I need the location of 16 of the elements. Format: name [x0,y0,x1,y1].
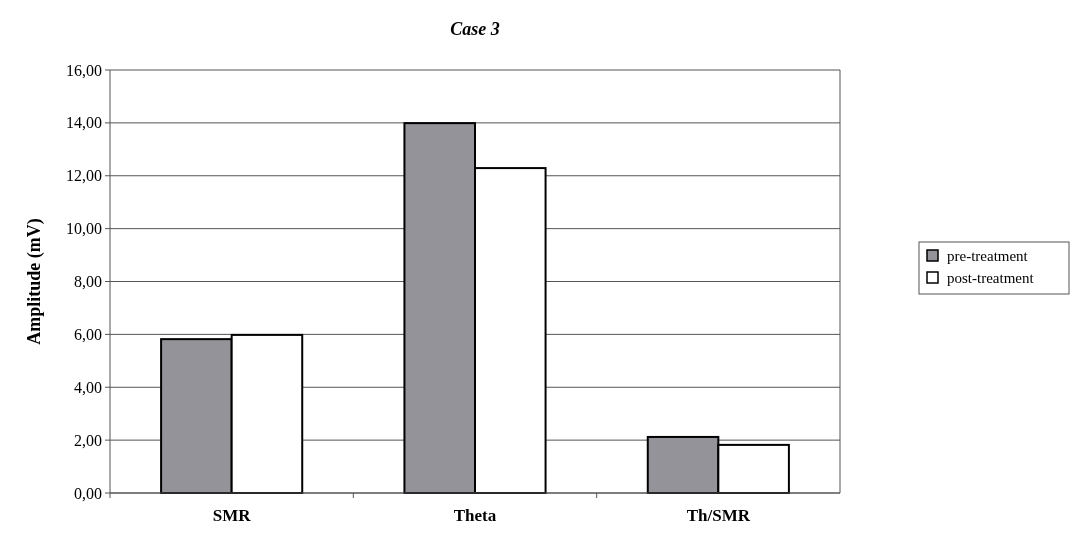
chart-title: Case 3 [450,19,500,39]
y-tick-label: 6,00 [74,325,102,343]
x-tick-label: Th/SMR [686,506,751,525]
y-tick-label: 4,00 [74,378,102,396]
x-tick-label: Theta [453,506,497,525]
y-tick-label: 14,00 [66,114,102,132]
legend-label: post-treatment [947,270,1035,287]
y-tick-label: 16,00 [66,61,102,79]
y-tick-label: 0,00 [74,484,102,502]
y-tick-label: 12,00 [66,167,102,185]
x-tick-label: SMR [212,506,252,525]
legend-label: pre-treatment [947,248,1029,265]
y-tick-label: 8,00 [74,273,102,291]
y-tick-label: 2,00 [74,431,102,449]
y-axis-title: Amplitude (mV) [24,218,45,345]
y-tick-label: 10,00 [66,220,102,238]
